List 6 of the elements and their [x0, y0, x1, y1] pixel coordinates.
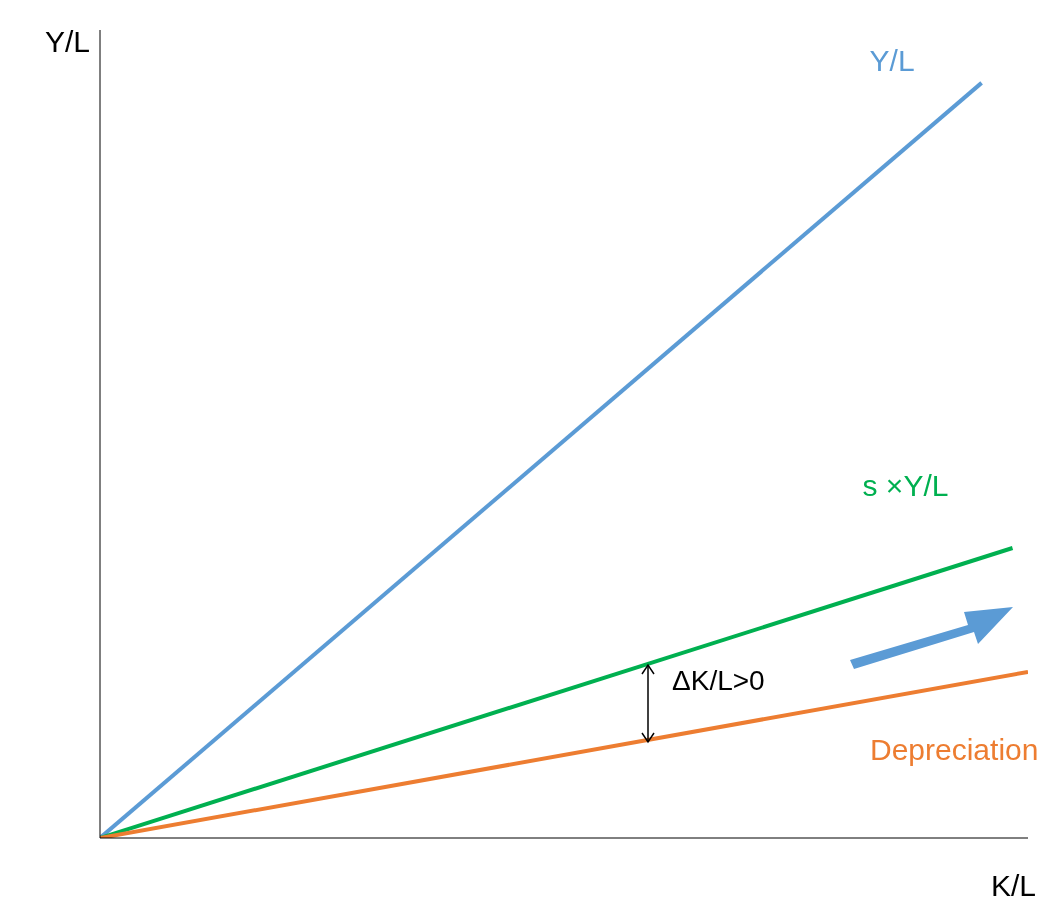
annotation: ΔK/L>0	[672, 665, 765, 696]
series-label: Depreciation	[870, 732, 1039, 766]
text: s ×Y/L	[862, 469, 949, 503]
x-axis-title: K/L	[990, 869, 1036, 902]
series-label: Y/L	[869, 43, 915, 77]
y-axis-title: Y/L	[45, 25, 91, 58]
